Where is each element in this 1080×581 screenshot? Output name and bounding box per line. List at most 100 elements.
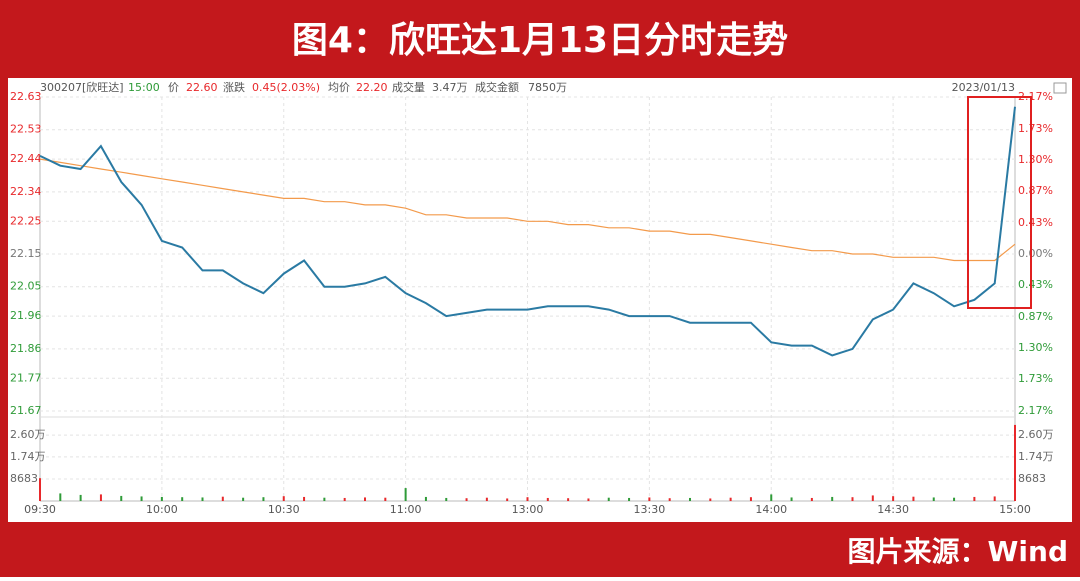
y-tick-label: 21.96 (10, 309, 42, 322)
y-tick-label: 22.34 (10, 185, 42, 198)
y-tick-label: 22.25 (10, 214, 42, 227)
volume-bar (567, 498, 570, 501)
volume-bar (343, 497, 346, 501)
y2-tick-label: 2.17% (1018, 404, 1053, 417)
volume-bar (59, 493, 62, 501)
volume-bar (790, 497, 793, 501)
volume-tick-label-right: 2.60万 (1018, 428, 1054, 441)
volume-tick-label-right: 1.74万 (1018, 450, 1054, 463)
highlight-box (967, 96, 1032, 309)
y2-tick-label: 1.73% (1018, 122, 1053, 135)
y2-tick-label: 2.17% (1018, 90, 1053, 103)
vol-label: 成交量 (392, 80, 425, 94)
x-tick-label: 10:00 (146, 503, 178, 516)
x-tick-label: 11:00 (390, 503, 422, 516)
change: 0.45(2.03%) (252, 81, 320, 94)
y2-tick-label: 0.87% (1018, 184, 1053, 197)
volume-bar (120, 495, 123, 501)
y2-tick-label: 1.30% (1018, 153, 1053, 166)
plot: 22.63 22.53 22.44 22.34 22.25 22.15 22.05 21.96… (10, 90, 1054, 516)
volume-bar (465, 498, 468, 501)
y2-tick-label: 1.30% (1018, 341, 1053, 354)
y-tick-label: 21.77 (10, 371, 42, 384)
volume-bar (485, 497, 488, 501)
avg-label: 均价 (328, 81, 350, 94)
time: 15:00 (128, 81, 160, 94)
x-tick-label: 14:00 (755, 503, 787, 516)
volume-bar (160, 496, 163, 501)
volume-bar (709, 498, 712, 501)
y2-tick-label: 0.00% (1018, 247, 1053, 260)
amount-label: 成交金额 (475, 80, 519, 94)
volume-bar (39, 478, 41, 501)
volume-tick-label-right: 8683 (1018, 472, 1046, 485)
y2-tick-label: 0.43% (1018, 278, 1053, 291)
y2-tick-label: 0.87% (1018, 310, 1053, 323)
volume-bar (424, 496, 427, 501)
volume-bar (628, 497, 631, 501)
vol: 3.47万 (432, 81, 468, 94)
volume-bar (729, 497, 732, 501)
change-label: 涨跌 (223, 80, 245, 94)
volume-bar (932, 497, 935, 501)
expand-icon[interactable] (1053, 82, 1067, 94)
volume-bar (993, 496, 996, 501)
x-tick-label: 13:00 (512, 503, 544, 516)
y-tick-label: 22.53 (10, 123, 42, 136)
volume-bar (79, 494, 82, 501)
volume-bar (607, 497, 610, 501)
volume-bar (384, 497, 387, 501)
volume-bar (404, 488, 407, 501)
x-tick-label: 13:30 (634, 503, 666, 516)
source: 图片来源：Wind (848, 535, 1068, 568)
volume-bar (851, 497, 854, 501)
volume-bar (912, 496, 915, 501)
volume-bar (770, 494, 773, 501)
volume-bar (140, 496, 143, 501)
y-tick-label: 21.86 (10, 342, 42, 355)
price-line (39, 158, 1016, 262)
y-tick-label: 22.05 (10, 280, 42, 293)
volume-bar (648, 497, 651, 501)
volume-bar (506, 498, 509, 501)
x-tick-label: 15:00 (999, 503, 1031, 516)
volume-bar (99, 494, 102, 501)
code: 300207[欣旺达] (40, 80, 124, 94)
amount: 7850万 (528, 81, 567, 94)
volume-bar (364, 497, 366, 501)
volume-tick-label: 1.74万 (10, 450, 46, 463)
price-label: 价 (168, 81, 179, 94)
volume-bar (242, 497, 245, 501)
volume-bar (749, 497, 752, 501)
volume-bar (973, 496, 976, 501)
x-tick-label: 10:30 (268, 503, 300, 516)
date: 2023/01/13 (952, 81, 1015, 94)
header: 300207[欣旺达] 15:00 价 22.60 涨跌 0.45(2.03%)… (40, 80, 1015, 94)
x-tick-label: 09:30 (24, 503, 56, 516)
y-tick-label: 22.15 (10, 247, 42, 260)
chart-panel (8, 78, 1072, 522)
volume-bar (181, 497, 184, 501)
volume-bar (810, 497, 813, 501)
volume-bar (1014, 424, 1016, 501)
volume-tick-label: 8683 (10, 472, 38, 485)
volume-bar (221, 496, 224, 501)
title: 图4：欣旺达1月13日分时走势 (292, 20, 788, 61)
volume-bar (689, 497, 691, 501)
volume-bar (282, 496, 285, 501)
volume-bar (587, 498, 590, 501)
y2-tick-label: 1.73% (1018, 372, 1053, 385)
avg: 22.20 (356, 81, 388, 94)
volume-bar (892, 496, 895, 501)
price-line (39, 106, 1016, 357)
volume-bar (323, 497, 326, 501)
volume-tick-label: 2.60万 (10, 428, 46, 441)
y-tick-label: 22.44 (10, 152, 42, 165)
x-tick-label: 14:30 (877, 503, 909, 516)
volume-bar (262, 497, 265, 501)
volume-bar (303, 496, 306, 501)
volume-bar (445, 497, 448, 501)
volume-bar (201, 497, 204, 501)
price: 22.60 (186, 81, 218, 94)
